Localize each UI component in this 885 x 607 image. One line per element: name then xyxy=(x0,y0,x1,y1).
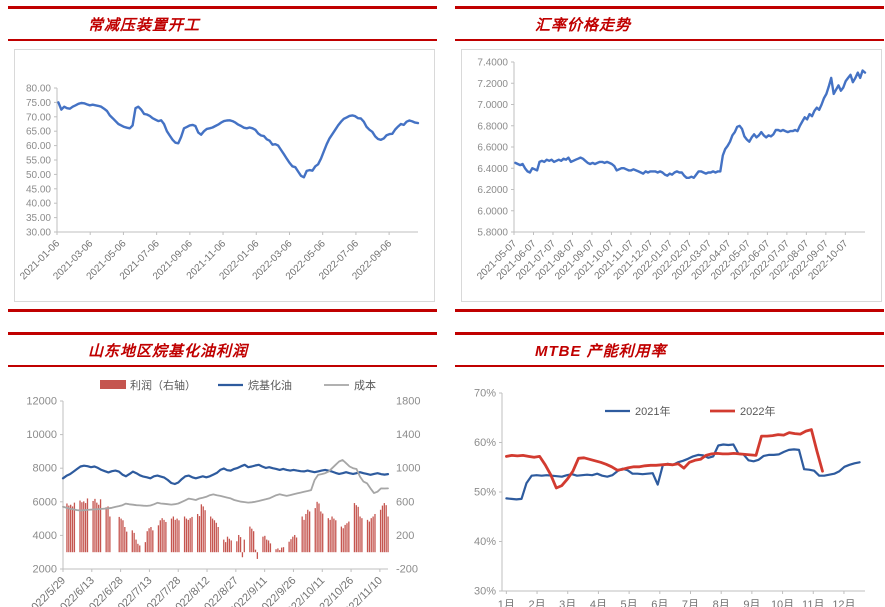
svg-text:40.00: 40.00 xyxy=(26,199,51,210)
panel-mtbe-utilization: MTBE 产能利用率 70% 60% 50% 40% 30% 1月 2月 3月 4月 5月 6月 7月… xyxy=(442,314,885,607)
header-rule-top xyxy=(8,6,437,9)
svg-text:12月: 12月 xyxy=(832,599,855,607)
svg-text:6月: 6月 xyxy=(651,599,668,607)
svg-text:7.2000: 7.2000 xyxy=(477,79,508,90)
svg-text:利润（右轴）: 利润（右轴） xyxy=(130,378,196,392)
svg-text:3月: 3月 xyxy=(559,599,576,607)
chart-title-crude-unit-runs: 常减压装置开工 xyxy=(88,17,201,34)
header-rule-bottom xyxy=(455,39,884,41)
svg-text:40%: 40% xyxy=(474,536,496,548)
svg-text:1月: 1月 xyxy=(498,599,515,607)
panel-exchange-rate: 汇率价格走势 7.4000 7.2000 7.0000 6.8000 6.6000 6.4… xyxy=(442,0,885,314)
svg-text:80.00: 80.00 xyxy=(26,84,51,95)
chart-title-mtbe-utilization: MTBE 产能利用率 xyxy=(535,343,667,360)
svg-text:600: 600 xyxy=(396,496,414,508)
panel-bottom-rule xyxy=(455,309,884,312)
panel-crude-unit-runs: 常减压装置开工 80.00 75.00 70.00 65.00 60.00 55.00 50… xyxy=(0,0,442,314)
svg-text:35.00: 35.00 xyxy=(26,213,51,224)
svg-text:8月: 8月 xyxy=(713,599,730,607)
header-rule-top xyxy=(455,6,884,9)
svg-text:8000: 8000 xyxy=(33,463,57,475)
svg-text:7.0000: 7.0000 xyxy=(477,100,508,111)
svg-text:45.00: 45.00 xyxy=(26,184,51,195)
svg-text:55.00: 55.00 xyxy=(26,156,51,167)
svg-text:60%: 60% xyxy=(474,437,496,449)
header-rule-top xyxy=(8,332,437,335)
svg-text:200: 200 xyxy=(396,530,414,542)
chart-frame: 80.00 75.00 70.00 65.00 60.00 55.00 50.00 45.00… xyxy=(14,49,435,302)
svg-text:10000: 10000 xyxy=(26,429,57,441)
header-rule-bottom xyxy=(8,365,437,367)
svg-text:30.00: 30.00 xyxy=(26,228,51,239)
svg-text:1000: 1000 xyxy=(396,463,420,475)
svg-text:-200: -200 xyxy=(396,564,418,576)
svg-text:6.4000: 6.4000 xyxy=(477,164,508,175)
svg-text:2000: 2000 xyxy=(33,564,57,576)
svg-text:2021年: 2021年 xyxy=(635,404,670,418)
svg-text:10月: 10月 xyxy=(771,599,794,607)
chart-crude-unit-runs: 80.00 75.00 70.00 65.00 60.00 55.00 50.00 45.00… xyxy=(15,50,434,301)
svg-text:1800: 1800 xyxy=(396,396,420,408)
header-rule-bottom xyxy=(455,365,884,367)
panel-bottom-rule xyxy=(8,309,437,312)
svg-text:6000: 6000 xyxy=(33,496,57,508)
svg-text:7.4000: 7.4000 xyxy=(477,58,508,69)
chart-exchange-rate: 7.4000 7.2000 7.0000 6.8000 6.6000 6.4000 6.20… xyxy=(462,50,881,301)
svg-text:4000: 4000 xyxy=(33,530,57,542)
svg-text:60.00: 60.00 xyxy=(26,141,51,152)
header-rule-top xyxy=(455,332,884,335)
svg-text:6.8000: 6.8000 xyxy=(477,121,508,132)
svg-text:2022年: 2022年 xyxy=(740,404,775,418)
svg-text:烷基化油: 烷基化油 xyxy=(248,378,292,392)
svg-text:11月: 11月 xyxy=(802,599,824,607)
svg-text:6.2000: 6.2000 xyxy=(477,185,508,196)
svg-text:9月: 9月 xyxy=(743,599,760,607)
svg-text:75.00: 75.00 xyxy=(26,98,51,109)
svg-text:4月: 4月 xyxy=(590,599,607,607)
chart-title-exchange-rate: 汇率价格走势 xyxy=(535,17,632,34)
svg-text:5.8000: 5.8000 xyxy=(477,228,508,239)
svg-text:50%: 50% xyxy=(474,487,496,499)
svg-text:50.00: 50.00 xyxy=(26,170,51,181)
svg-text:30%: 30% xyxy=(474,586,496,598)
svg-text:12000: 12000 xyxy=(26,396,57,408)
svg-text:5月: 5月 xyxy=(621,599,638,607)
svg-text:6.6000: 6.6000 xyxy=(477,143,508,154)
chart-title-alkylate-profit: 山东地区烷基化油利润 xyxy=(88,343,249,360)
svg-text:70%: 70% xyxy=(474,388,496,400)
chart-mtbe-utilization: 70% 60% 50% 40% 30% 1月 2月 3月 4月 5月 6月 7月 8月 9月 10月 11月 1… xyxy=(455,371,884,607)
svg-text:70.00: 70.00 xyxy=(26,112,51,123)
svg-text:7月: 7月 xyxy=(682,599,699,607)
chart-frame: 7.4000 7.2000 7.0000 6.8000 6.6000 6.4000 6.20… xyxy=(461,49,882,302)
svg-text:成本: 成本 xyxy=(354,378,376,392)
svg-text:6.0000: 6.0000 xyxy=(477,206,508,217)
svg-text:65.00: 65.00 xyxy=(26,127,51,138)
header-rule-bottom xyxy=(8,39,437,41)
panel-alkylate-profit: 山东地区烷基化油利润 12000 10000 8000 6000 4000 2000 180… xyxy=(0,314,442,607)
svg-text:2月: 2月 xyxy=(528,599,545,607)
chart-alkylate-profit: 12000 10000 8000 6000 4000 2000 1800 1400 1000 60… xyxy=(8,371,437,607)
svg-text:1400: 1400 xyxy=(396,429,420,441)
